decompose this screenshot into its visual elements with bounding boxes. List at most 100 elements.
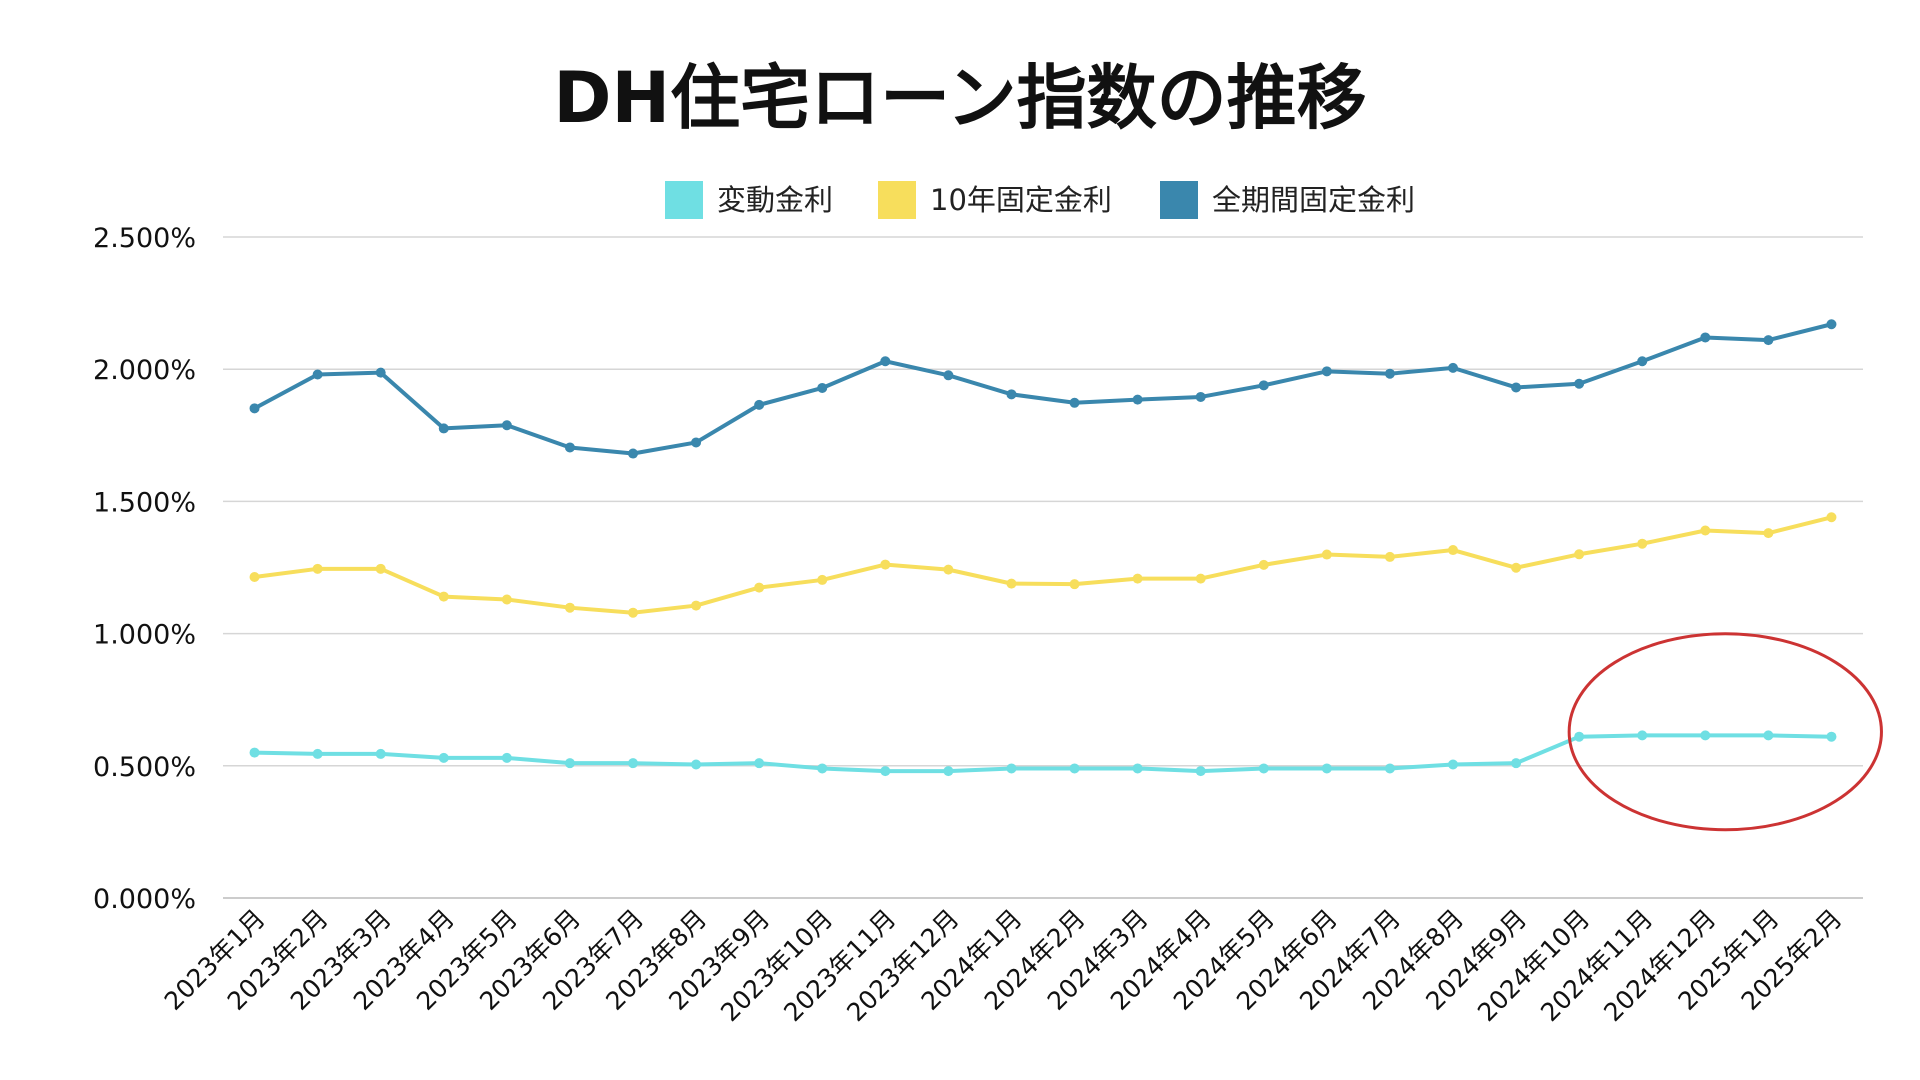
legend: 変動金利 10年固定金利 全期間固定金利 <box>665 181 1415 219</box>
data-point <box>1258 763 1269 774</box>
data-point <box>375 367 386 378</box>
data-point <box>1069 579 1080 590</box>
data-point <box>628 607 638 618</box>
data-point <box>1637 538 1648 549</box>
data-point <box>375 563 386 574</box>
legend-label: 全期間固定金利 <box>1212 183 1415 217</box>
data-point <box>1132 763 1143 774</box>
data-point <box>1574 378 1585 389</box>
data-point <box>754 582 765 593</box>
data-point <box>501 752 512 763</box>
data-point <box>1637 356 1648 367</box>
data-point <box>1321 366 1332 377</box>
data-point <box>312 369 323 380</box>
data-point <box>628 758 638 769</box>
data-point <box>1511 562 1522 573</box>
data-point <box>564 442 575 453</box>
data-point <box>1195 391 1206 402</box>
data-point <box>312 748 323 759</box>
data-point <box>1700 525 1711 536</box>
data-point <box>1574 731 1585 742</box>
data-point <box>1384 763 1395 774</box>
data-point <box>1384 368 1395 379</box>
data-point <box>691 759 702 770</box>
chart-title: DH住宅ローン指数の推移 <box>553 57 1366 139</box>
series-line <box>254 515 1832 615</box>
data-point <box>249 572 260 583</box>
data-point <box>1448 545 1458 556</box>
data-point <box>1258 559 1269 570</box>
data-point <box>691 600 702 611</box>
data-point <box>1006 389 1017 400</box>
y-tick-label: 2.500% <box>93 223 196 254</box>
y-tick-label: 1.500% <box>93 487 196 518</box>
data-point <box>880 766 891 777</box>
legend-swatch <box>878 181 916 219</box>
data-point <box>564 758 575 769</box>
y-axis: 0.000% 0.500% 1.000% 1.500% 2.000% 2.500% <box>93 223 196 915</box>
data-point <box>1700 730 1711 741</box>
x-axis: 2023年1月2023年2月2023年3月2023年4月2023年5月2023年… <box>159 904 1848 1027</box>
data-point <box>501 594 512 605</box>
data-point <box>817 574 828 585</box>
data-point <box>1763 335 1774 346</box>
data-point <box>438 423 449 434</box>
data-point <box>817 763 828 774</box>
y-tick-label: 2.000% <box>93 355 196 386</box>
data-point <box>1448 759 1458 770</box>
annotation-group <box>1567 632 1883 832</box>
data-point <box>1321 763 1332 774</box>
data-point <box>1511 758 1522 769</box>
data-point <box>249 403 260 414</box>
data-point <box>564 602 575 613</box>
data-point <box>1637 730 1648 741</box>
data-point <box>880 559 891 570</box>
data-point <box>754 758 765 769</box>
data-point <box>1700 332 1711 343</box>
data-point <box>1006 578 1017 589</box>
data-point <box>754 399 765 410</box>
data-point <box>1069 397 1080 408</box>
data-point <box>1195 766 1206 777</box>
series-group <box>249 319 1837 777</box>
data-point <box>1321 549 1332 560</box>
data-point <box>1132 394 1143 405</box>
data-point <box>1132 573 1143 584</box>
data-point <box>501 420 512 431</box>
gridlines <box>223 236 1863 899</box>
data-point <box>1006 763 1017 774</box>
series-1 <box>249 512 1837 618</box>
series-2 <box>249 319 1837 459</box>
data-point <box>1384 551 1395 562</box>
legend-swatch <box>1160 181 1198 219</box>
highlight-ellipse <box>1567 632 1883 832</box>
data-point <box>1826 731 1837 742</box>
data-point <box>1511 382 1522 393</box>
data-point <box>312 563 323 574</box>
data-point <box>1448 362 1458 373</box>
data-point <box>438 591 449 602</box>
data-point <box>1258 380 1269 391</box>
data-point <box>375 748 386 759</box>
legend-label: 変動金利 <box>717 183 833 217</box>
series-0 <box>249 730 1837 777</box>
y-tick-label: 0.000% <box>93 884 196 915</box>
legend-label: 10年固定金利 <box>930 183 1112 217</box>
data-point <box>880 356 891 367</box>
y-tick-label: 0.500% <box>93 752 196 783</box>
data-point <box>817 382 828 393</box>
data-point <box>943 370 954 381</box>
data-point <box>691 437 702 448</box>
series-line <box>253 322 1832 456</box>
data-point <box>1763 528 1774 539</box>
legend-swatch <box>665 181 703 219</box>
data-point <box>943 766 954 777</box>
data-point <box>1195 573 1206 584</box>
data-point <box>1574 549 1585 560</box>
data-point <box>1826 512 1837 523</box>
y-tick-label: 1.000% <box>93 620 196 651</box>
data-point <box>1069 763 1080 774</box>
data-point <box>249 747 260 758</box>
data-point <box>628 448 638 459</box>
